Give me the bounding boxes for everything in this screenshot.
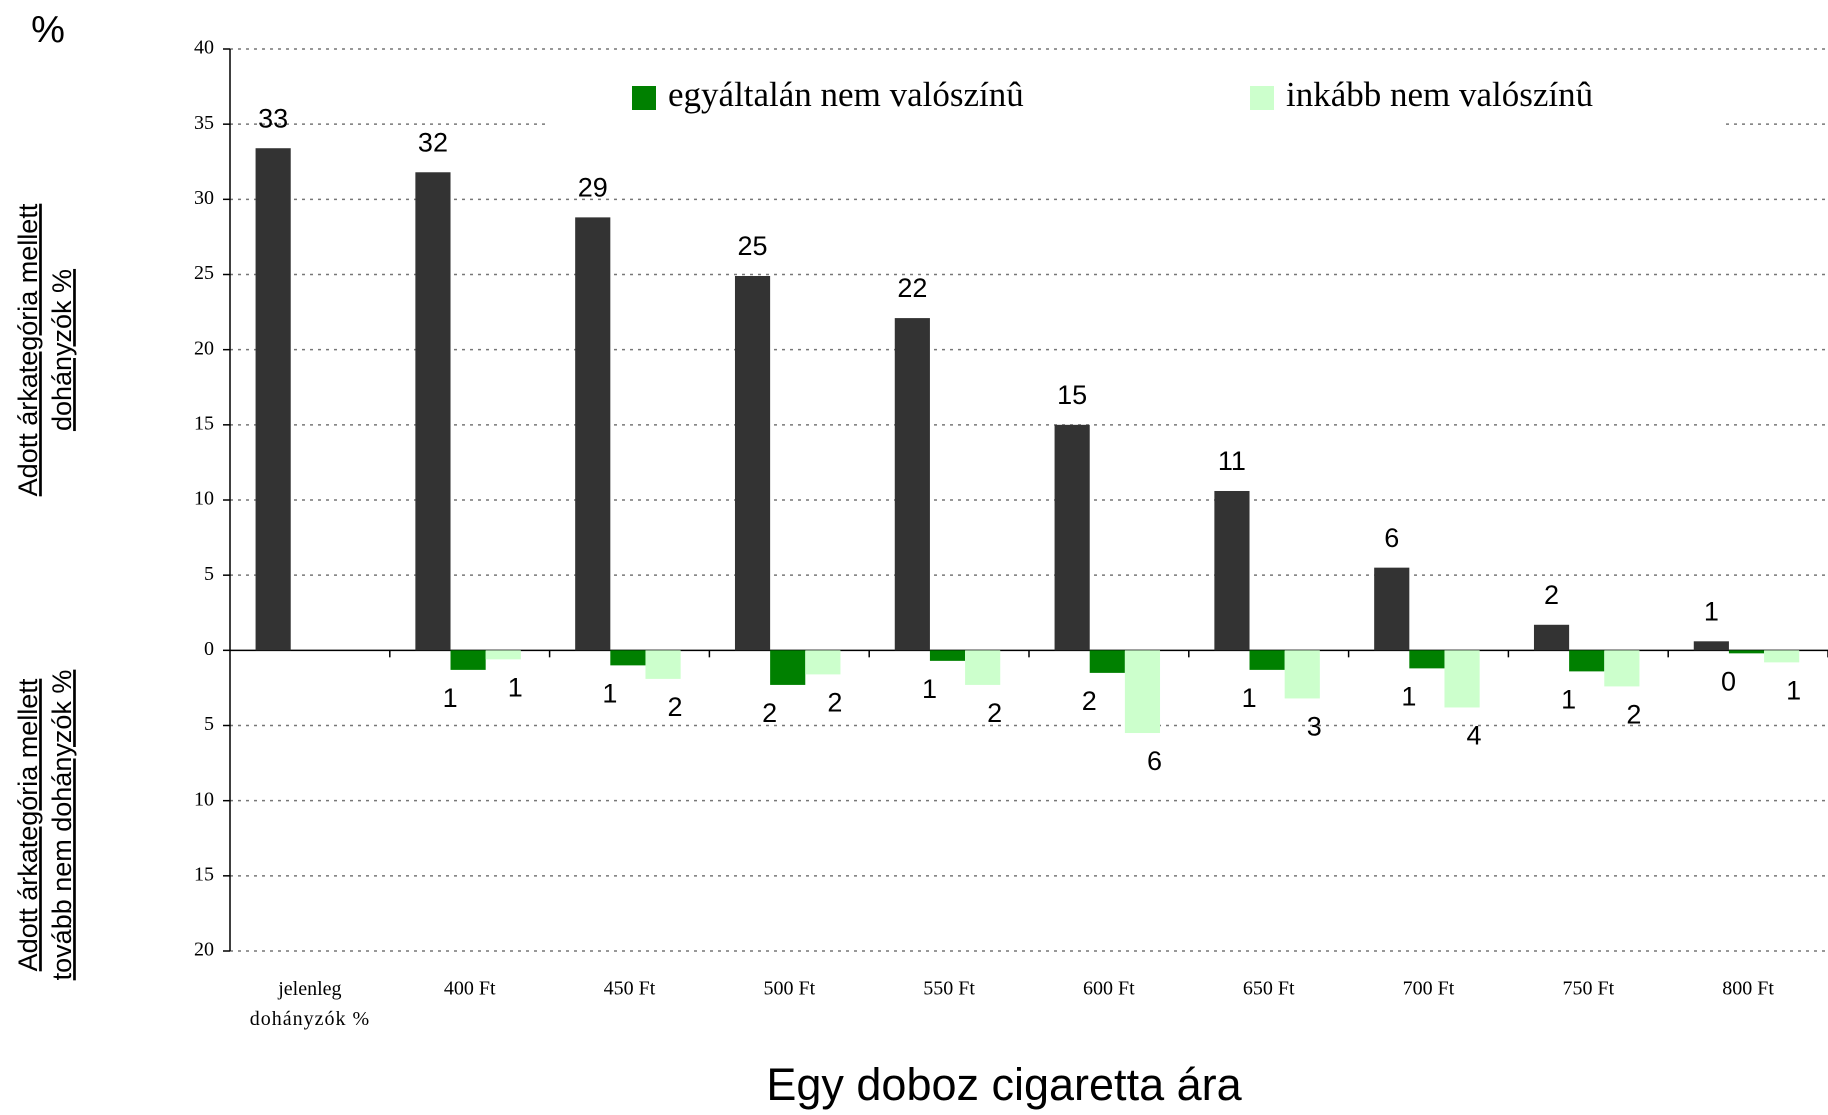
- x-tick-label: 750 Ft: [1562, 978, 1614, 1000]
- bar: [1409, 650, 1445, 669]
- y-label-lower: tovább nem dohányzók %: [47, 670, 77, 981]
- y-tick-label: 0: [204, 638, 214, 660]
- x-tick-label-line: dohányzók %: [250, 1008, 370, 1030]
- bar: [1444, 650, 1480, 708]
- bar: [1284, 650, 1320, 699]
- bar: [1374, 567, 1410, 651]
- value-label: 2: [1544, 580, 1559, 610]
- y-tick-label: 10: [194, 788, 214, 810]
- y-label-upper: Adott árkategória mellett: [13, 203, 43, 496]
- value-label: 1: [443, 683, 458, 713]
- bar: [1124, 650, 1161, 734]
- bar: [575, 217, 611, 651]
- bar: [485, 650, 521, 660]
- value-label: 2: [987, 698, 1002, 728]
- bar: [1214, 490, 1250, 651]
- bar: [415, 172, 451, 651]
- bar: [610, 650, 646, 666]
- value-label: 1: [1242, 683, 1257, 713]
- bar: [1728, 650, 1765, 654]
- y-tick-label: 10: [194, 488, 214, 510]
- y-tick-label: 40: [194, 37, 214, 59]
- value-label: 2: [827, 688, 842, 718]
- bar: [1569, 650, 1605, 672]
- value-label: 6: [1384, 523, 1399, 553]
- value-label: 3: [1307, 712, 1322, 742]
- value-label: 11: [1218, 446, 1246, 476]
- value-label: 22: [897, 273, 927, 303]
- legend-swatch: [632, 86, 656, 110]
- x-tick-label: 600 Ft: [1083, 978, 1135, 1000]
- y-tick-label: 20: [194, 939, 214, 961]
- value-label: 1: [1401, 681, 1416, 711]
- bar: [734, 276, 771, 651]
- x-tick-label: 700 Ft: [1403, 978, 1455, 1000]
- legend-label: egyáltalán nem valószínû: [668, 75, 1024, 114]
- value-label: 32: [418, 127, 448, 157]
- value-label: 6: [1147, 746, 1162, 776]
- y-tick-label: 15: [194, 863, 214, 885]
- bar: [1764, 650, 1800, 663]
- value-label: 29: [578, 172, 608, 202]
- value-label: 4: [1467, 721, 1482, 751]
- y-tick-label: 35: [194, 112, 214, 134]
- x-tick-label: 650 Ft: [1243, 978, 1295, 1000]
- value-label: 2: [1626, 700, 1641, 730]
- value-label: 25: [738, 231, 768, 261]
- bar: [929, 650, 966, 661]
- value-label: 1: [1786, 675, 1801, 705]
- y-tick-label: 5: [204, 563, 214, 585]
- bar: [1693, 641, 1729, 651]
- bar: [770, 650, 806, 685]
- value-label: 2: [1082, 686, 1097, 716]
- y-tick-label: 30: [194, 187, 214, 209]
- x-tick-label-line: jelenleg: [277, 978, 341, 1000]
- x-tick-label: 500 Ft: [763, 978, 815, 1000]
- x-tick-label: 450 Ft: [604, 978, 656, 1000]
- value-label: 1: [1704, 596, 1719, 626]
- value-label: 15: [1057, 380, 1087, 410]
- bar: [1089, 650, 1125, 673]
- bar: [805, 650, 841, 675]
- y-tick-label: 20: [194, 337, 214, 359]
- x-tick-label: 400 Ft: [444, 978, 496, 1000]
- y-tick-label: 25: [194, 262, 214, 284]
- value-label: 2: [668, 692, 683, 722]
- legend: egyáltalán nem valószínû inkább nem valós…: [545, 70, 1725, 128]
- x-axis-label: Egy doboz cigaretta ára: [766, 1059, 1242, 1110]
- bar: [645, 650, 681, 679]
- y-label-lower: Adott árkategória mellett: [13, 678, 43, 971]
- x-tick-label: jelenleg dohányzók %: [250, 978, 370, 1030]
- value-label: 1: [922, 674, 937, 704]
- value-label: 0: [1721, 666, 1736, 696]
- y-unit: %: [31, 9, 65, 51]
- legend-label: inkább nem valószínû: [1286, 75, 1593, 114]
- value-label: 1: [602, 678, 617, 708]
- bar: [1249, 650, 1285, 670]
- value-label: 33: [258, 103, 288, 133]
- value-label: 1: [1561, 685, 1576, 715]
- bar: [1604, 650, 1640, 687]
- value-label: 1: [508, 672, 523, 702]
- x-tick-label: 550 Ft: [923, 978, 975, 1000]
- bar: [965, 650, 1001, 685]
- bar: [450, 650, 486, 670]
- legend-swatch: [1250, 86, 1274, 110]
- y-tick-label: 5: [204, 713, 214, 735]
- y-label-upper: dohányzók %: [47, 269, 77, 431]
- bar: [894, 318, 930, 651]
- bar: [1054, 424, 1090, 651]
- y-tick-label: 15: [194, 412, 214, 434]
- x-tick-label: 800 Ft: [1722, 978, 1774, 1000]
- bar: [255, 148, 291, 651]
- legend-background: [545, 70, 1725, 128]
- value-label: 2: [762, 698, 777, 728]
- bar: [1533, 624, 1570, 651]
